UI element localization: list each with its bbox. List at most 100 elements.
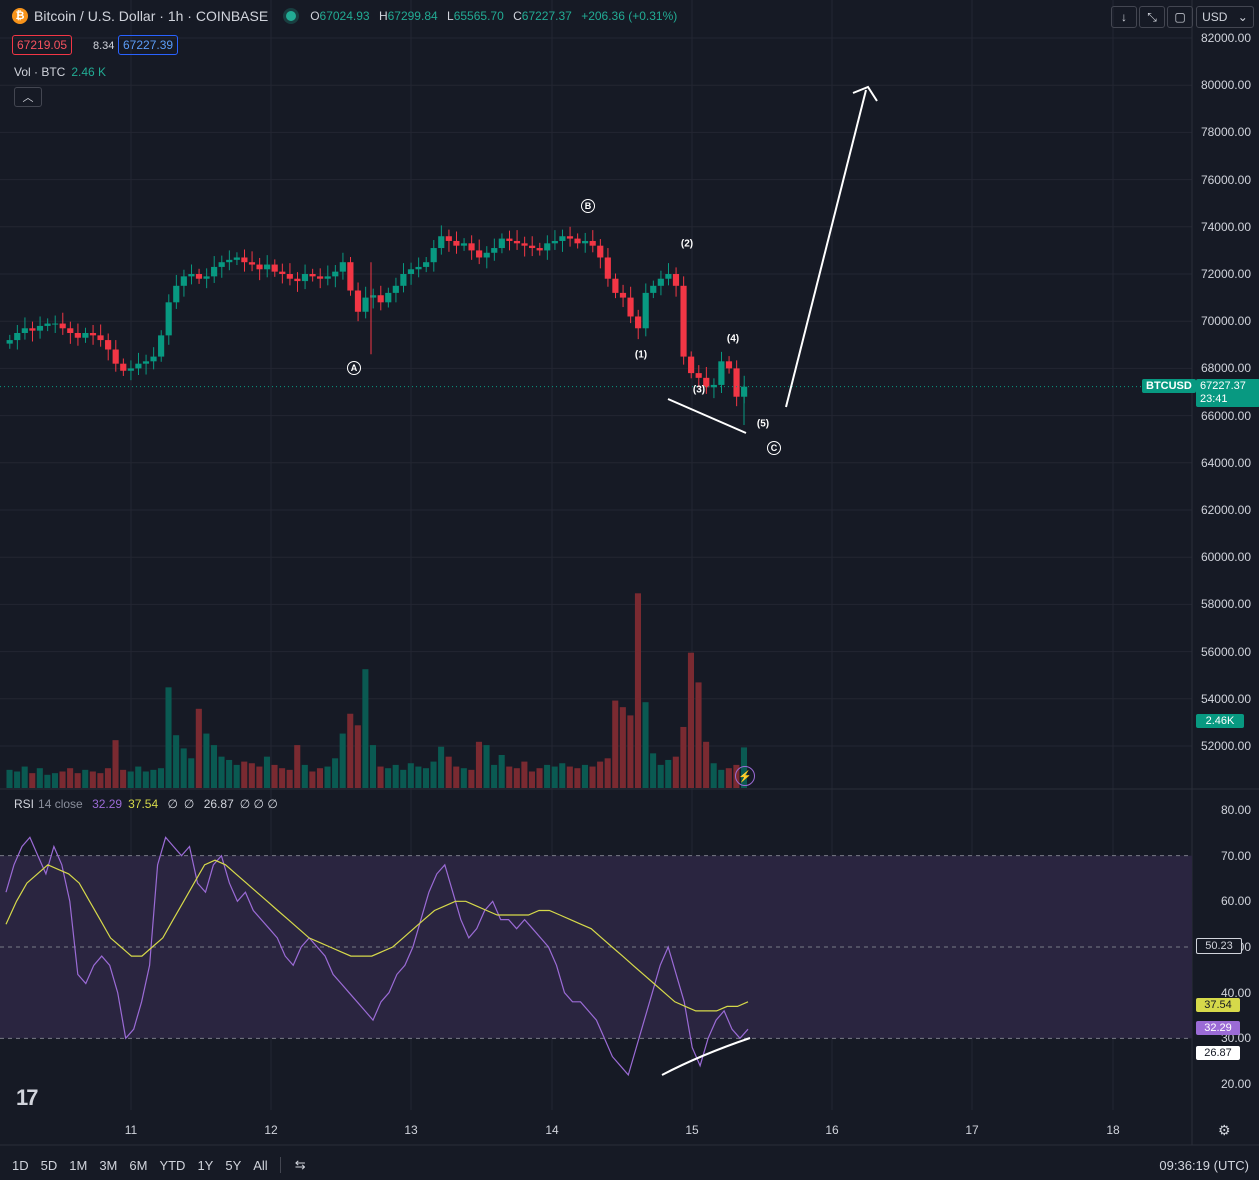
wave-label-4[interactable]: (4) bbox=[726, 333, 740, 345]
volume-bar bbox=[430, 761, 437, 788]
gear-icon[interactable]: ⚙ bbox=[1218, 1122, 1231, 1138]
lightning-alert-icon[interactable]: ⚡ bbox=[735, 766, 755, 786]
volume-bar bbox=[544, 764, 551, 788]
candle bbox=[635, 316, 642, 329]
candle bbox=[423, 262, 430, 267]
chevron-up-icon[interactable]: ︿ bbox=[14, 87, 42, 107]
volume-bar bbox=[51, 773, 58, 788]
candle bbox=[513, 240, 521, 244]
wave-label-a[interactable]: A bbox=[347, 361, 361, 375]
volume-bar bbox=[468, 769, 475, 788]
volume-bar bbox=[286, 769, 293, 788]
candle bbox=[89, 333, 97, 336]
price-tick: 58000.00 bbox=[1200, 597, 1251, 612]
candle bbox=[67, 328, 74, 333]
wave-label-1[interactable]: (1) bbox=[634, 349, 648, 361]
rsi-value-tag: 32.29 bbox=[1196, 1021, 1240, 1035]
volume-bar bbox=[233, 764, 240, 788]
volume-bar bbox=[6, 769, 13, 788]
candle bbox=[460, 243, 468, 246]
rsi-midline-tag: 50.23 bbox=[1196, 938, 1242, 954]
candle bbox=[135, 363, 142, 369]
candle bbox=[498, 238, 505, 249]
time-tick: 18 bbox=[1106, 1123, 1120, 1137]
collapse-icon[interactable]: ⤡ bbox=[1139, 6, 1165, 28]
candle bbox=[271, 264, 278, 272]
wave-label-b[interactable]: B bbox=[581, 199, 595, 213]
change-value: +206.36 (+0.31%) bbox=[581, 9, 678, 23]
clock[interactable]: 09:36:19 (UTC) bbox=[1159, 1157, 1249, 1173]
volume-bar bbox=[612, 700, 619, 788]
volume-legend[interactable]: Vol · BTC 2.46 K bbox=[14, 65, 107, 79]
wave-label-2[interactable]: (2) bbox=[680, 238, 694, 250]
candle bbox=[233, 257, 240, 260]
candle bbox=[339, 262, 346, 272]
candle bbox=[44, 323, 51, 326]
price-tick: 74000.00 bbox=[1200, 219, 1251, 234]
trendline-drawing bbox=[667, 398, 747, 434]
wave-label-3[interactable]: (3) bbox=[692, 384, 706, 396]
candle bbox=[733, 368, 740, 397]
ohlc-values: O67024.93 H67299.84 L65565.70 C67227.37 … bbox=[310, 9, 678, 23]
candle bbox=[14, 333, 21, 341]
volume-bar bbox=[332, 758, 339, 788]
download-icon[interactable]: ↓ bbox=[1111, 6, 1137, 28]
volume-bar bbox=[135, 766, 142, 788]
volume-bar bbox=[29, 773, 36, 788]
candle bbox=[241, 257, 248, 263]
candle bbox=[476, 250, 483, 258]
volume-bar bbox=[559, 763, 566, 788]
volume-bar bbox=[695, 682, 702, 788]
currency-select[interactable]: USD ⌄ bbox=[1196, 6, 1254, 28]
volume-bar bbox=[59, 771, 66, 788]
volume-bar bbox=[324, 766, 331, 788]
range-1y-button[interactable]: 1Y bbox=[197, 1157, 214, 1173]
volume-bar bbox=[97, 773, 104, 788]
candle bbox=[279, 271, 286, 274]
volume-bar bbox=[36, 768, 43, 788]
candle bbox=[377, 295, 384, 303]
candle bbox=[36, 325, 44, 331]
range-ytd-button[interactable]: YTD bbox=[159, 1157, 186, 1173]
price-tick: 54000.00 bbox=[1200, 691, 1251, 706]
buy-price-button[interactable]: 67227.39 bbox=[118, 35, 179, 55]
market-open-icon bbox=[286, 11, 297, 21]
time-tick: 15 bbox=[685, 1123, 699, 1137]
candle bbox=[491, 248, 498, 253]
range-5d-button[interactable]: 5D bbox=[40, 1157, 58, 1173]
volume-bar bbox=[725, 768, 732, 788]
volume-bar bbox=[248, 763, 255, 788]
volume-bar bbox=[506, 766, 513, 788]
volume-bar bbox=[528, 771, 535, 788]
candle bbox=[506, 238, 513, 241]
candle bbox=[392, 285, 399, 293]
candle bbox=[332, 271, 339, 277]
volume-bar bbox=[619, 707, 626, 788]
range-1m-button[interactable]: 1M bbox=[69, 1157, 88, 1173]
volume-bar bbox=[438, 746, 445, 788]
candle bbox=[521, 243, 528, 246]
range-3m-button[interactable]: 3M bbox=[99, 1157, 118, 1173]
volume-bar bbox=[703, 741, 710, 788]
date-range-icon[interactable]: ⇆ bbox=[294, 1157, 306, 1172]
candle bbox=[248, 262, 256, 265]
symbol-title[interactable]: Bitcoin / U.S. Dollar · 1h · COINBASE bbox=[34, 8, 269, 24]
fullscreen-icon[interactable]: ▢ bbox=[1167, 6, 1193, 28]
tradingview-logo[interactable]: 17 bbox=[16, 1085, 39, 1110]
wave-label-c[interactable]: C bbox=[767, 441, 781, 455]
range-all-button[interactable]: All bbox=[253, 1157, 268, 1173]
rsi-legend[interactable]: RSI 14 close 32.29 37.54 ∅ ∅ 26.87 ∅ ∅ ∅ bbox=[14, 797, 278, 811]
range-5y-button[interactable]: 5Y bbox=[225, 1157, 242, 1173]
range-1d-button[interactable]: 1D bbox=[12, 1157, 29, 1173]
price-tick: 68000.00 bbox=[1200, 361, 1251, 376]
candle bbox=[453, 240, 460, 246]
wave-label-5[interactable]: (5) bbox=[756, 418, 770, 430]
time-tick: 17 bbox=[965, 1123, 979, 1137]
candle bbox=[680, 285, 687, 357]
sell-price-button[interactable]: 67219.05 bbox=[12, 35, 73, 55]
range-6m-button[interactable]: 6M bbox=[129, 1157, 148, 1173]
candle bbox=[127, 368, 134, 371]
volume-bar bbox=[14, 771, 21, 788]
volume-bar bbox=[263, 756, 270, 788]
